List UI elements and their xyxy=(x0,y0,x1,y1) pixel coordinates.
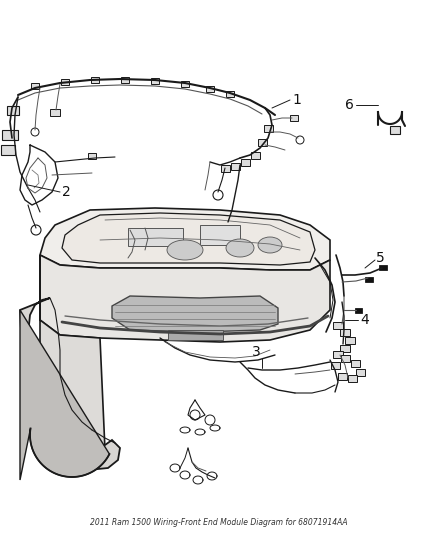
Ellipse shape xyxy=(167,240,203,260)
Bar xyxy=(121,77,129,83)
Bar xyxy=(258,139,266,146)
Polygon shape xyxy=(62,213,315,265)
Bar xyxy=(333,321,343,328)
Text: 2011 Ram 1500 Wiring-Front End Module Diagram for 68071914AA: 2011 Ram 1500 Wiring-Front End Module Di… xyxy=(90,518,348,527)
Bar xyxy=(167,330,223,340)
Text: 5: 5 xyxy=(376,251,385,265)
Bar xyxy=(220,165,230,172)
Bar xyxy=(340,328,350,335)
Bar xyxy=(331,361,339,368)
Bar xyxy=(91,77,99,83)
Bar xyxy=(354,308,361,312)
Polygon shape xyxy=(40,208,330,270)
Bar xyxy=(31,83,39,89)
Bar xyxy=(61,79,69,85)
Bar xyxy=(340,344,350,351)
Bar xyxy=(264,125,272,132)
Bar xyxy=(350,359,360,367)
Polygon shape xyxy=(20,298,120,470)
Ellipse shape xyxy=(226,239,254,257)
Bar xyxy=(127,228,183,246)
Bar xyxy=(345,336,355,343)
Bar xyxy=(230,163,240,169)
Bar xyxy=(347,375,357,382)
Text: 3: 3 xyxy=(251,345,260,359)
Bar xyxy=(200,225,240,245)
Polygon shape xyxy=(112,296,278,332)
Bar xyxy=(356,368,364,376)
Bar xyxy=(1,145,15,155)
Text: 1: 1 xyxy=(292,93,301,107)
Bar xyxy=(7,106,19,115)
Bar xyxy=(50,109,60,116)
Bar xyxy=(240,158,250,166)
Bar xyxy=(2,130,18,140)
Bar xyxy=(290,115,298,121)
Bar xyxy=(151,78,159,84)
Ellipse shape xyxy=(258,237,282,253)
Polygon shape xyxy=(40,255,105,465)
Bar xyxy=(181,81,189,87)
Bar xyxy=(251,151,259,158)
Text: 4: 4 xyxy=(360,313,369,327)
Polygon shape xyxy=(20,310,110,480)
Bar xyxy=(390,126,400,134)
Bar xyxy=(88,153,96,159)
Bar xyxy=(365,277,373,281)
Polygon shape xyxy=(40,255,330,342)
Bar xyxy=(206,86,214,92)
Bar xyxy=(333,351,343,358)
Text: 2: 2 xyxy=(62,185,71,199)
Bar xyxy=(379,264,387,270)
Bar xyxy=(340,354,350,361)
Bar xyxy=(226,91,234,97)
Bar xyxy=(338,373,346,379)
Text: 6: 6 xyxy=(345,98,354,112)
